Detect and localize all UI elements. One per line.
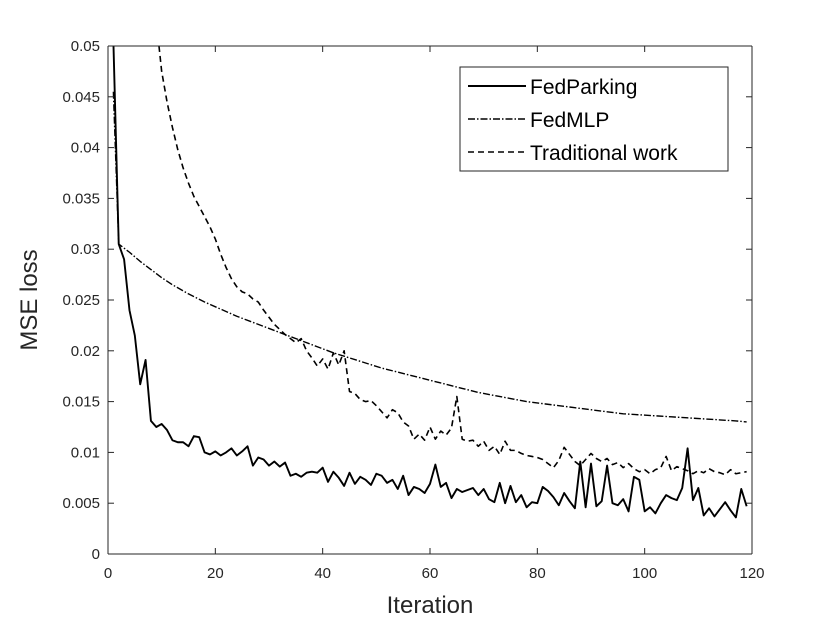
x-tick-label-5: 100 xyxy=(632,565,657,582)
x-tick-label-2: 40 xyxy=(314,565,331,582)
y-tick-label-10: 0.05 xyxy=(71,38,100,55)
legend-label-0: FedParking xyxy=(530,76,637,99)
y-tick-label-2: 0.01 xyxy=(71,444,100,461)
legend: FedParking FedMLP Traditional work xyxy=(459,66,729,172)
x-tick-label-3: 60 xyxy=(422,565,439,582)
y-tick-label-6: 0.03 xyxy=(71,241,100,258)
series-line-2 xyxy=(158,46,747,476)
x-tick-label-0: 0 xyxy=(104,565,112,582)
legend-box xyxy=(459,66,729,172)
legend-label-2: Traditional work xyxy=(530,142,678,165)
y-tick-label-8: 0.04 xyxy=(71,140,100,157)
y-tick-label-3: 0.015 xyxy=(62,394,100,411)
y-tick-label-4: 0.02 xyxy=(71,343,100,360)
y-tick-label-5: 0.025 xyxy=(62,292,100,309)
x-tick-label-4: 80 xyxy=(529,565,546,582)
series-line-0 xyxy=(112,46,748,519)
series-layer xyxy=(112,46,748,519)
y-tick-label-0: 0 xyxy=(92,546,100,563)
ticks-layer: 0 20 40 60 80 100 120 0 0.005 0.01 0.015 0.02 0.025 0… xyxy=(62,38,764,582)
y-tick-label-7: 0.035 xyxy=(62,190,100,207)
x-axis-title: Iteration xyxy=(387,592,474,619)
y-axis-title: MSE loss xyxy=(16,249,43,350)
x-tick-label-6: 120 xyxy=(739,565,764,582)
x-tick-label-1: 20 xyxy=(207,565,224,582)
y-tick-label-9: 0.045 xyxy=(62,89,100,106)
y-tick-label-1: 0.005 xyxy=(62,495,100,512)
legend-label-1: FedMLP xyxy=(530,109,609,132)
series-line-1 xyxy=(112,91,747,423)
